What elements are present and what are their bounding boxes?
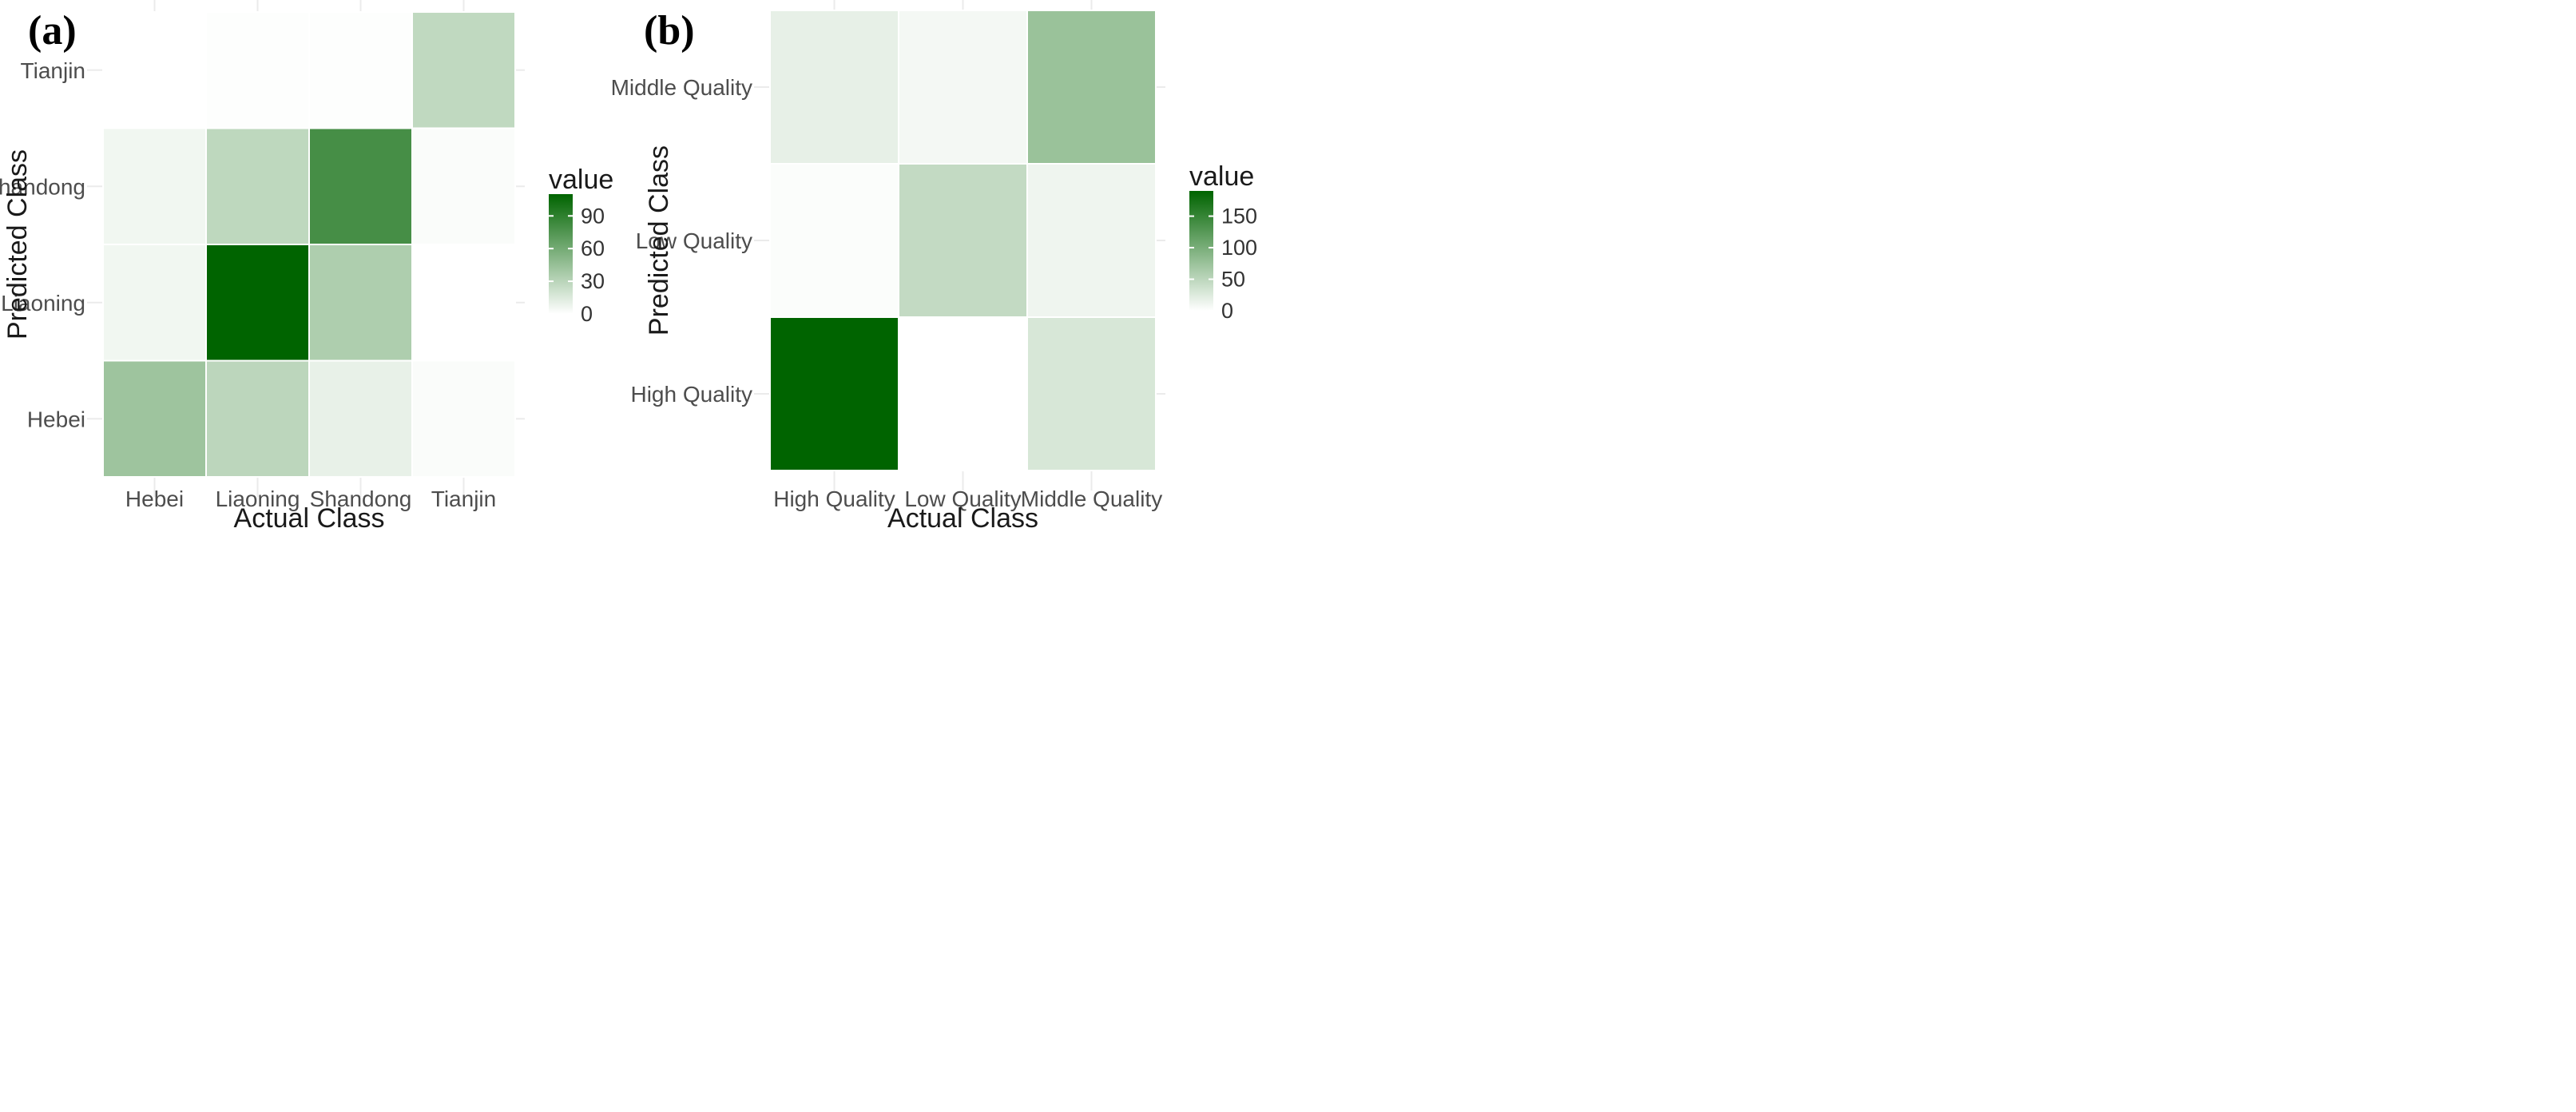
heatmap-cell (898, 163, 1028, 318)
x-tick-label: Middle Quality (1021, 486, 1162, 511)
heatmap-cell (898, 316, 1028, 471)
heatmap-cell (411, 244, 516, 362)
heatmap-cell (308, 244, 413, 362)
y-axis-title: Predicted Class (644, 145, 674, 336)
x-tick-label: Low Quality (904, 486, 1021, 511)
heatmap-cell (411, 11, 516, 129)
y-tick-label: Tianjin (21, 58, 85, 83)
y-tick-label: High Quality (630, 382, 752, 407)
y-tick-label: Hebei (27, 407, 85, 431)
heatmap-cell (308, 11, 413, 129)
heatmap-cell (102, 244, 207, 362)
y-tick-label: Middle Quality (611, 75, 752, 100)
panel-label: (a) (28, 8, 77, 54)
legend-tick-label: 150 (1221, 205, 1257, 228)
legend-tick-label: 0 (581, 302, 593, 326)
heatmap-cell (102, 11, 207, 129)
x-tick-label: Shandong (310, 486, 412, 511)
legend-colorbar (1189, 191, 1213, 311)
heatmap-cell (102, 127, 207, 245)
legend-tick-label: 30 (581, 269, 605, 293)
heatmap-cell (1026, 163, 1157, 318)
x-axis-title: Actual Class (234, 503, 385, 534)
legend-tick-label: 60 (581, 236, 605, 260)
x-tick-label: Hebei (125, 486, 184, 511)
heatmap-cell (411, 359, 516, 478)
legend: value 0 50 100 150 (1189, 161, 1257, 323)
heatmap-cell (769, 316, 899, 471)
heatmap-tiles (102, 11, 516, 478)
heatmap-cell (205, 11, 310, 129)
heatmap-panel-2: High Quality Low Quality Middle QualityHig… (611, 0, 1257, 534)
legend: value 0 30 60 90 (549, 165, 613, 326)
x-tick-label: Tianjin (431, 486, 496, 511)
heatmap-cell (308, 127, 413, 245)
legend-tick-label: 100 (1221, 236, 1257, 260)
heatmap-cell (102, 359, 207, 478)
heatmap-cell (1026, 316, 1157, 471)
legend-colorbar (549, 194, 573, 314)
heatmap-cell (308, 359, 413, 478)
heatmap-panel-1: Hebei Liaoning Shandong Tianjin Hebei Liaonin… (0, 0, 613, 534)
panel-label: (b) (644, 8, 695, 54)
heatmap-cell (205, 127, 310, 245)
legend-tick-label: 90 (581, 204, 605, 228)
heatmap-cell (411, 127, 516, 245)
x-tick-label: Liaoning (216, 486, 300, 511)
heatmap-cell (205, 359, 310, 478)
heatmap-cell (1026, 10, 1157, 165)
y-tick-label: Shandong (0, 174, 85, 199)
legend-title: value (549, 165, 613, 195)
x-axis-title: Actual Class (887, 503, 1038, 534)
heatmap-tiles (769, 10, 1157, 471)
heatmap-cell (205, 244, 310, 362)
y-tick-label: Low Quality (636, 228, 752, 253)
heatmap-cell (769, 10, 899, 165)
legend-tick-label: 0 (1221, 299, 1233, 323)
x-tick-label: High Quality (773, 486, 895, 511)
heatmap-cell (769, 163, 899, 318)
heatmap-cell (898, 10, 1028, 165)
y-tick-label: Liaoning (1, 291, 85, 316)
legend-title: value (1189, 161, 1254, 192)
legend-tick-label: 50 (1221, 268, 1245, 292)
y-axis-title: Predicted Class (2, 149, 33, 340)
